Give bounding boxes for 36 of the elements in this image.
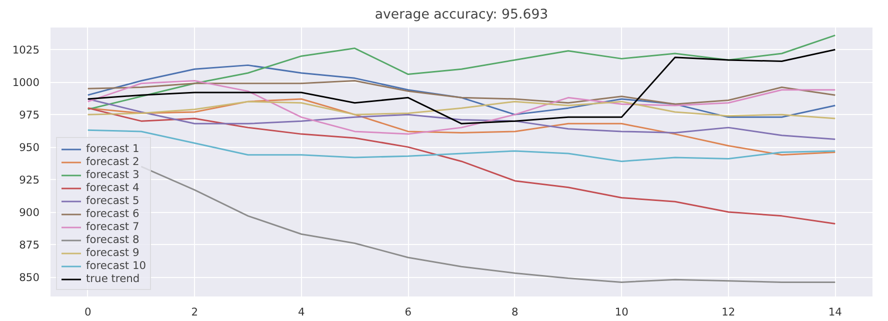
y-tick-label: 875	[19, 238, 40, 252]
line-series	[87, 34, 836, 110]
x-tick-label: 10	[614, 306, 629, 318]
line-series	[87, 100, 836, 120]
x-tick-label: 6	[404, 306, 412, 318]
x-tick-label: 0	[84, 306, 92, 318]
x-tick-label: 12	[722, 306, 736, 318]
line-series	[87, 48, 836, 124]
line-series	[87, 80, 836, 135]
x-tick-label: 14	[828, 306, 842, 318]
legend-label: forecast 9	[86, 246, 140, 259]
chart-title: average accuracy: 95.693	[374, 8, 548, 22]
legend-label: forecast 2	[86, 155, 140, 168]
legend-label: forecast 5	[86, 194, 140, 207]
line-series	[87, 98, 836, 140]
x-tick-label: 4	[298, 306, 305, 318]
legend-label: forecast 8	[86, 233, 140, 246]
x-tick-label: 2	[191, 306, 198, 318]
legend-label: true trend	[86, 272, 140, 285]
y-tick-label: 975	[19, 108, 40, 122]
legend-label: forecast 4	[86, 181, 140, 194]
legend-label: forecast 6	[86, 207, 140, 220]
line-series	[87, 80, 836, 105]
y-tick-label: 950	[19, 141, 40, 154]
legend-label: forecast 3	[86, 168, 140, 181]
legend-label: forecast 10	[86, 259, 146, 272]
legend-label: forecast 7	[86, 220, 140, 233]
x-tick-label: 8	[511, 306, 518, 318]
y-tick-label: 1025	[12, 44, 40, 57]
y-tick-label: 850	[19, 271, 40, 284]
y-tick-label: 925	[19, 174, 40, 187]
legend-label: forecast 1	[86, 142, 140, 155]
line-series	[87, 98, 836, 156]
y-tick-label: 900	[19, 206, 40, 220]
y-tick-label: 1000	[12, 76, 40, 90]
line-series	[87, 64, 836, 118]
